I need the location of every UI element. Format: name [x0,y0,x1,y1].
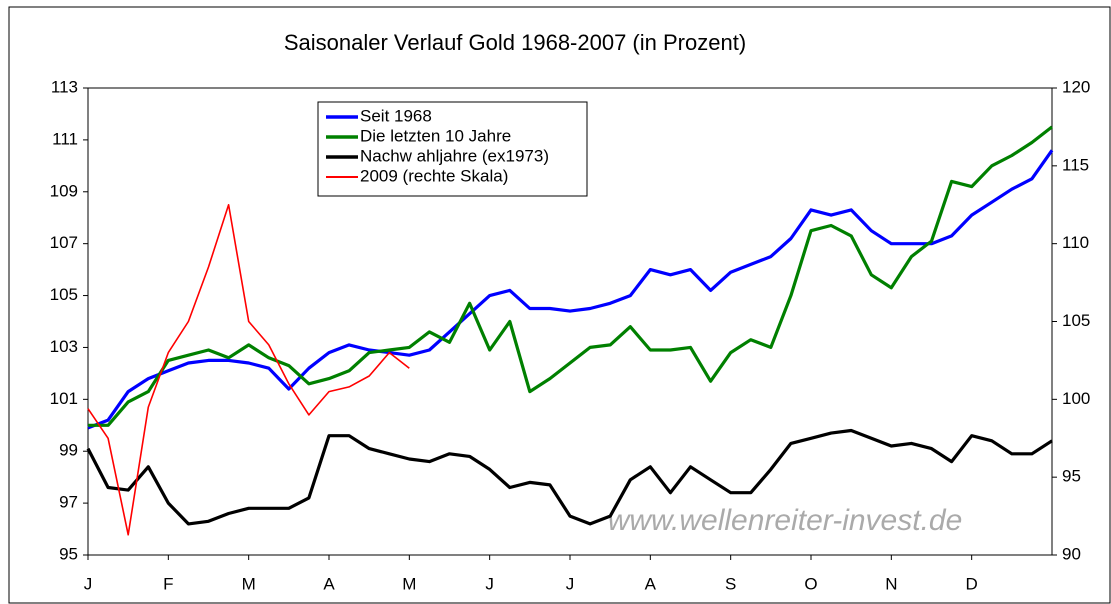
y-tick-label: 113 [51,77,78,96]
legend-label: Die letzten 10 Jahre [360,126,511,145]
y2-tick-label: 105 [1062,311,1090,330]
x-tick-label: J [566,574,575,593]
y2-tick-label: 115 [1062,155,1089,174]
y-tick-label: 109 [50,181,78,200]
legend-label: Nachw ahljahre (ex1973) [360,146,549,165]
x-tick-label: A [645,574,657,593]
x-tick-label: M [402,574,416,593]
x-tick-label: J [485,574,494,593]
series-line [88,125,1053,427]
y2-tick-label: 90 [1062,544,1081,563]
x-tick-label: M [242,574,256,593]
watermark: www.wellenreiter-invest.de [608,504,963,537]
y-tick-label: 111 [52,129,78,148]
x-tick-label: A [323,574,335,593]
y-tick-label: 105 [50,285,78,304]
legend-label: Seit 1968 [360,106,432,125]
y-tick-label: 103 [50,337,78,356]
legend-label: 2009 (rechte Skala) [360,166,508,185]
y2-tick-label: 100 [1062,389,1090,408]
y-tick-label: 95 [59,544,78,563]
x-tick-label: J [84,574,93,593]
y-tick-label: 101 [50,389,78,408]
series-line [87,149,1054,430]
x-tick-label: F [163,574,173,593]
y2-tick-label: 95 [1062,467,1081,486]
x-tick-label: S [725,574,736,593]
y-tick-label: 99 [59,441,78,460]
legend [317,101,588,197]
y2-tick-label: 120 [1062,77,1090,96]
y-tick-label: 107 [50,233,78,252]
x-tick-label: N [885,574,897,593]
series-line [86,428,1053,526]
x-tick-label: O [804,574,817,593]
y-tick-label: 97 [59,493,78,512]
x-tick-label: D [966,574,978,593]
chart-title: Saisonaler Verlauf Gold 1968-2007 (in Pr… [284,30,746,55]
y2-tick-label: 110 [1062,233,1089,252]
series-line [87,204,410,536]
